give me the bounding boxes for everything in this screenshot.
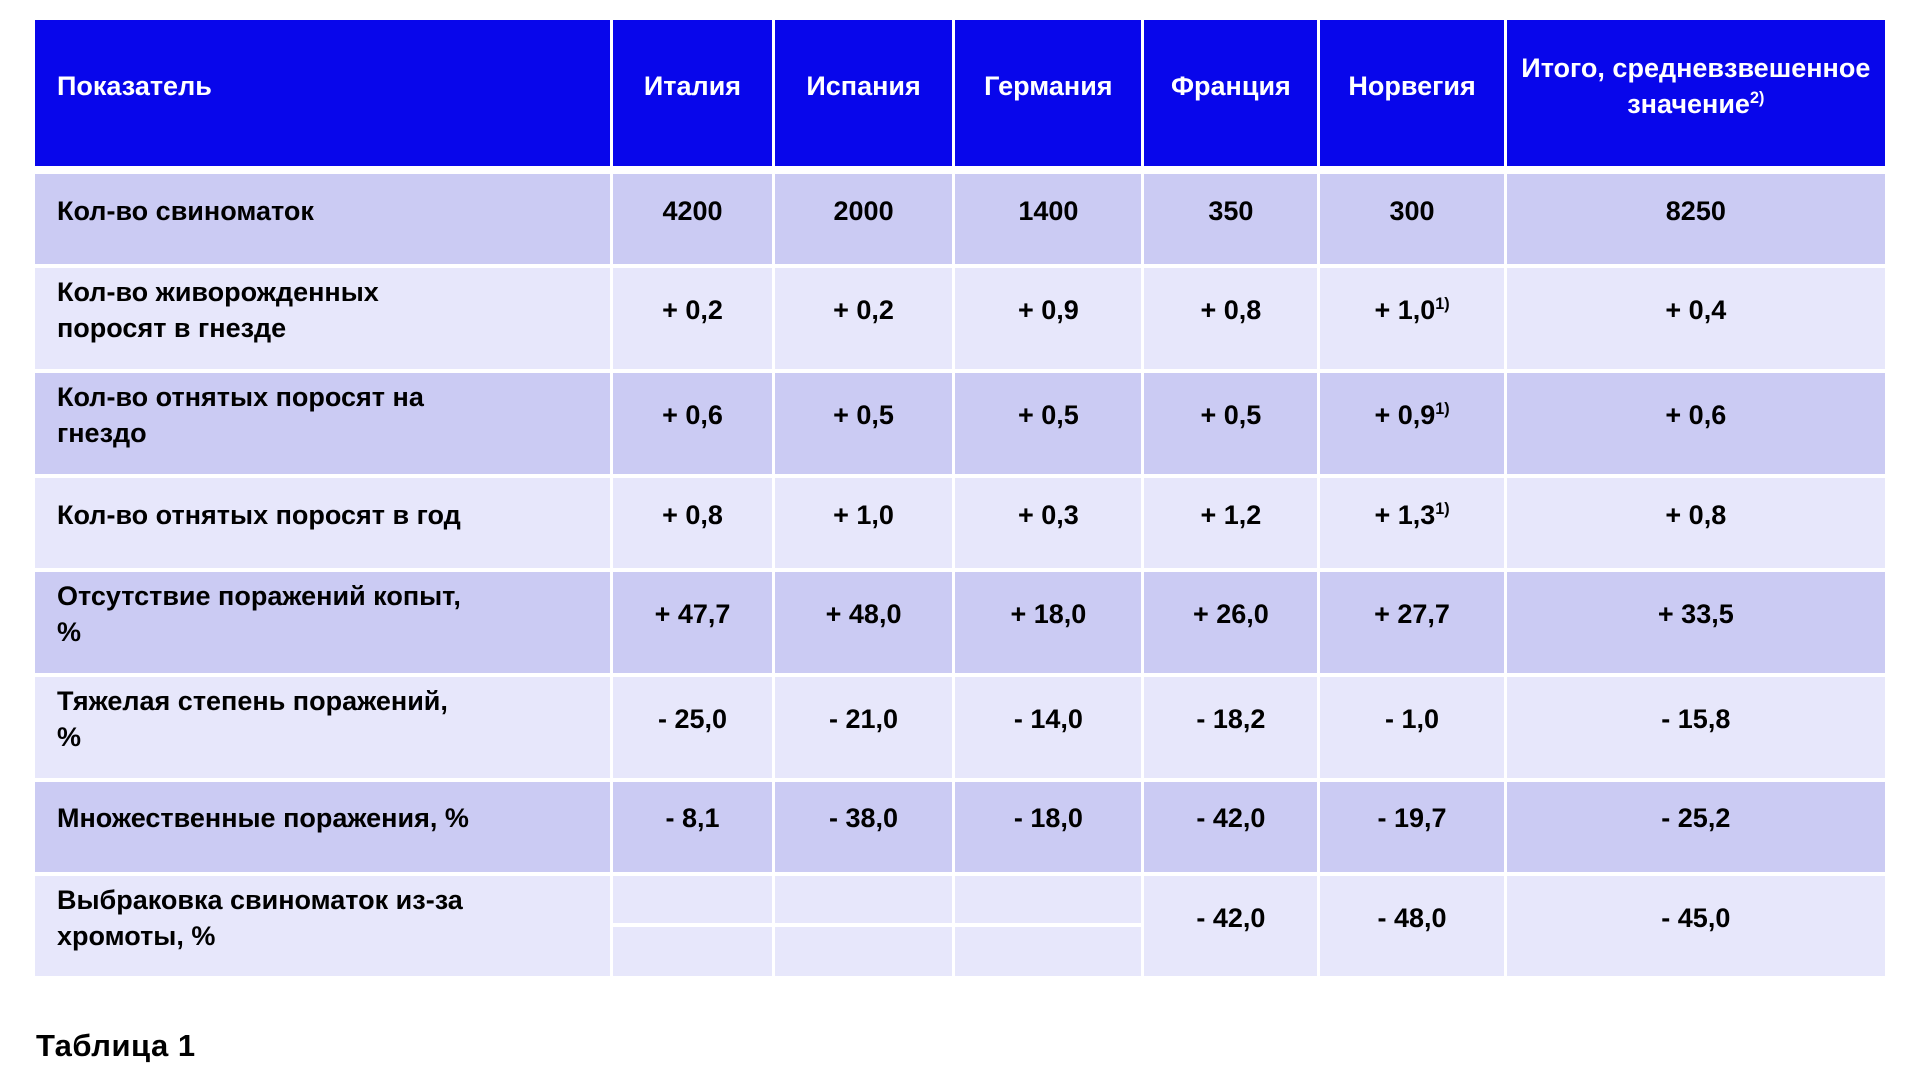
value-cell-germany: + 0,9 <box>955 268 1142 369</box>
header-cell-spain: Испания <box>774 20 953 170</box>
table-row: Тяжелая степень поражений, % - 25,0- 21,0… <box>35 676 1885 778</box>
value-cell-spain <box>774 875 953 977</box>
cell-text: + 1,0 <box>1374 295 1436 326</box>
row-label: Кол-во свиноматок <box>35 174 611 264</box>
cell-split-divider <box>613 922 772 927</box>
value-cell-total: + 0,6 <box>1506 372 1885 474</box>
header-cell-total: Итого, средневзвешенное значение2) <box>1506 20 1885 170</box>
footnote-marker: 1) <box>1435 400 1450 419</box>
value-cell-italy: + 47,7 <box>613 571 772 673</box>
value-cell-norway: - 19,7 <box>1320 781 1504 872</box>
row-label: Множественные поражения, % <box>35 781 611 872</box>
row-label: Тяжелая степень поражений, % <box>35 676 611 778</box>
value-cell-germany: + 0,5 <box>955 372 1142 474</box>
value-cell-italy: - 8,1 <box>613 781 772 872</box>
indicators-table: Показатель Италия Испания Германия Франция Но… <box>32 16 1888 980</box>
value-cell-total: - 45,0 <box>1506 875 1885 977</box>
value-cell-spain: - 38,0 <box>774 781 953 872</box>
value-cell-norway: - 1,0 <box>1320 676 1504 778</box>
value-cell-germany: - 14,0 <box>955 676 1142 778</box>
value-cell-total: + 33,5 <box>1506 571 1885 673</box>
value-cell-italy <box>613 875 772 977</box>
value-cell-norway: + 27,7 <box>1320 571 1504 673</box>
value-cell-italy: + 0,6 <box>613 372 772 474</box>
header-row: Показатель Италия Испания Германия Франция Но… <box>35 20 1885 170</box>
table-body: Кол-во свиноматок 4200 2000 1400 350 300 8250 К… <box>35 174 1885 977</box>
cell-text: + 0,9 <box>1374 400 1436 431</box>
table-row: Кол-во свиноматок 4200 2000 1400 350 300 8250 <box>35 174 1885 264</box>
row-label: Кол-во отнятых поросят в год <box>35 477 611 568</box>
footnote-marker: 1) <box>1435 499 1450 518</box>
row-label: Кол-во отнятых поросят на гнездо <box>35 372 611 474</box>
table-caption: Таблица 1 <box>36 1028 196 1064</box>
value-cell-total: - 25,2 <box>1506 781 1885 872</box>
value-cell-france: 350 <box>1144 174 1318 264</box>
value-cell-germany: - 18,0 <box>955 781 1142 872</box>
header-cell-france: Франция <box>1144 20 1318 170</box>
value-cell-spain: + 0,2 <box>774 268 953 369</box>
value-cell-france: + 1,2 <box>1144 477 1318 568</box>
table-row: Множественные поражения, % - 8,1- 38,0- 1… <box>35 781 1885 872</box>
row-label: Кол-во живорожденных поросят в гнезде <box>35 268 611 369</box>
value-cell-france: + 26,0 <box>1144 571 1318 673</box>
value-cell-italy: 4200 <box>613 174 772 264</box>
value-cell-spain: - 21,0 <box>774 676 953 778</box>
value-cell-germany: + 0,3 <box>955 477 1142 568</box>
header-cell-indicator: Показатель <box>35 20 611 170</box>
row-label: Выбраковка свиноматок из-за хромоты, % <box>35 875 611 977</box>
value-cell-france: + 0,5 <box>1144 372 1318 474</box>
value-cell-france: - 42,0 <box>1144 781 1318 872</box>
table-row: Отсутствие поражений копыт, % + 47,7 + 48,… <box>35 571 1885 673</box>
value-cell-norway: 300 <box>1320 174 1504 264</box>
header-cell-italy: Италия <box>613 20 772 170</box>
table-row: Выбраковка свиноматок из-за хромоты, % - … <box>35 875 1885 977</box>
value-cell-total: 8250 <box>1506 174 1885 264</box>
value-cell-total: - 15,8 <box>1506 676 1885 778</box>
cell-split-divider <box>774 922 953 927</box>
value-cell-norway: + 1,01) <box>1320 268 1504 369</box>
value-cell-total: + 0,8 <box>1506 477 1885 568</box>
value-cell-germany: 1400 <box>955 174 1142 264</box>
value-cell-italy: + 0,8 <box>613 477 772 568</box>
value-cell-spain: + 48,0 <box>774 571 953 673</box>
value-cell-norway: + 0,91) <box>1320 372 1504 474</box>
value-cell-spain: 2000 <box>774 174 953 264</box>
table-row: Кол-во отнятых поросят на гнездо + 0,6 + 0… <box>35 372 1885 474</box>
value-cell-france: - 18,2 <box>1144 676 1318 778</box>
value-cell-spain: + 1,0 <box>774 477 953 568</box>
footnote-marker: 2) <box>1749 89 1765 107</box>
table-row: Кол-во отнятых поросят в год + 0,8 + 1,0 + … <box>35 477 1885 568</box>
cell-text: + 1,3 <box>1374 499 1436 530</box>
value-cell-france: + 0,8 <box>1144 268 1318 369</box>
value-cell-norway: + 1,31) <box>1320 477 1504 568</box>
cell-split-divider <box>955 922 1142 927</box>
cell-text: Итого, средневзвешенное значение <box>1521 53 1871 119</box>
value-cell-italy: + 0,2 <box>613 268 772 369</box>
value-cell-germany <box>955 875 1142 977</box>
row-label: Отсутствие поражений копыт, % <box>35 571 611 673</box>
value-cell-italy: - 25,0 <box>613 676 772 778</box>
header-cell-germany: Германия <box>955 20 1142 170</box>
footnote-marker: 1) <box>1435 295 1450 314</box>
table-row: Кол-во живорожденных поросят в гнезде + 0… <box>35 268 1885 369</box>
value-cell-germany: + 18,0 <box>955 571 1142 673</box>
header-cell-norway: Норвегия <box>1320 20 1504 170</box>
value-cell-norway: - 48,0 <box>1320 875 1504 977</box>
value-cell-france: - 42,0 <box>1144 875 1318 977</box>
value-cell-total: + 0,4 <box>1506 268 1885 369</box>
value-cell-spain: + 0,5 <box>774 372 953 474</box>
